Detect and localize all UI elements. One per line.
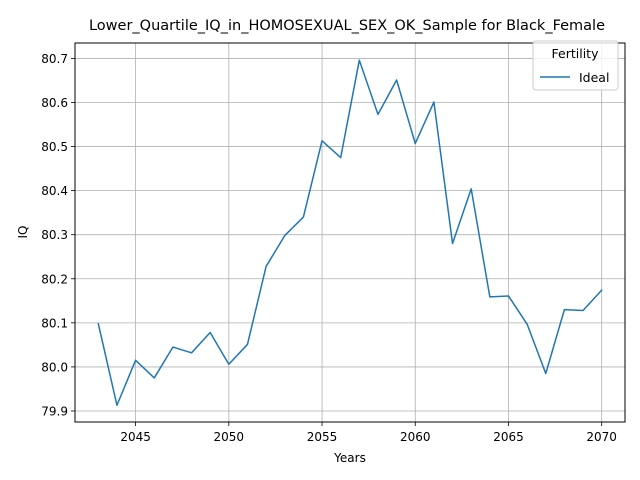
x-tick-label: 2055 [307, 430, 338, 444]
legend: Fertility Ideal [532, 40, 619, 91]
series-line-ideal [97, 59, 603, 406]
y-tick-label: 80.0 [41, 360, 68, 374]
x-tick-label: 2060 [400, 430, 431, 444]
gridlines [75, 43, 625, 422]
y-tick-label: 80.4 [41, 184, 68, 198]
y-tick-label: 80.6 [41, 96, 68, 110]
y-tick-label: 80.3 [41, 228, 68, 242]
y-tick-label: 80.7 [41, 52, 68, 66]
x-axis: 2045 2050 2055 2060 2065 2070 [120, 422, 617, 444]
chart-title: Lower_Quartile_IQ_in_HOMOSEXUAL_SEX_OK_S… [89, 18, 605, 34]
x-axis-label: Years [333, 451, 366, 465]
legend-title: Fertility [552, 46, 600, 61]
legend-label-ideal: Ideal [579, 70, 609, 85]
y-tick-label: 80.5 [41, 140, 68, 154]
y-tick-label: 80.2 [41, 272, 68, 286]
x-tick-label: 2070 [586, 430, 617, 444]
y-tick-label: 80.1 [41, 316, 68, 330]
x-tick-label: 2045 [120, 430, 151, 444]
y-axis-label: IQ [16, 226, 30, 239]
x-tick-label: 2050 [214, 430, 245, 444]
series-layer [97, 59, 603, 406]
y-axis: 79.9 80.0 80.1 80.2 80.3 80.4 80.5 80.6 80.7 [41, 52, 75, 418]
y-tick-label: 79.9 [41, 404, 68, 418]
plot-area-frame [74, 42, 626, 423]
x-tick-label: 2065 [493, 430, 524, 444]
